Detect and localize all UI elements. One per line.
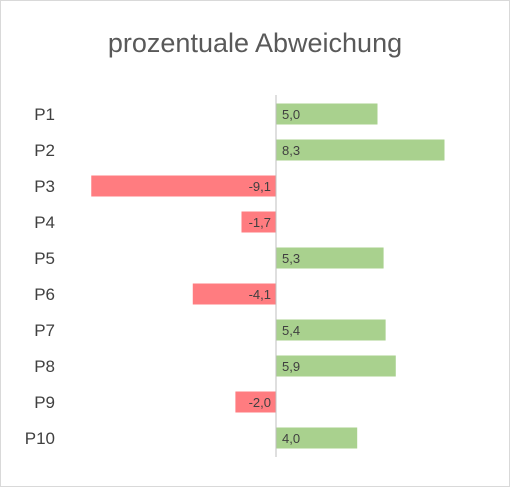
data-label: -4,1 [249,287,271,302]
data-label: 8,3 [282,143,300,158]
data-label: 5,4 [282,323,300,338]
category-label: P9 [34,393,55,412]
bar-p7 [276,319,386,341]
category-label: P8 [34,357,55,376]
data-label: -1,7 [249,215,271,230]
category-label: P2 [34,141,55,160]
bar-p9 [235,391,276,413]
data-label: -9,1 [249,179,271,194]
bar-p8 [276,355,396,377]
category-label: P6 [34,285,55,304]
category-label: P5 [34,249,55,268]
data-label: 5,3 [282,251,300,266]
data-label: 4,0 [282,431,300,446]
category-label: P7 [34,321,55,340]
bar-p10 [276,427,358,449]
category-label: P3 [34,177,55,196]
bar-p1 [276,103,378,125]
chart-title: prozentuale Abweichung [107,28,403,58]
category-label: P10 [25,429,55,448]
category-label: P4 [34,213,55,232]
data-label: 5,0 [282,107,300,122]
bar-p3 [91,175,277,197]
data-label: -2,0 [249,395,271,410]
category-label: P1 [34,105,55,124]
data-label: 5,9 [282,359,300,374]
bar-p2 [276,139,445,161]
bar-p4 [241,211,276,233]
bar-p6 [192,283,276,305]
bar-p5 [276,247,384,269]
